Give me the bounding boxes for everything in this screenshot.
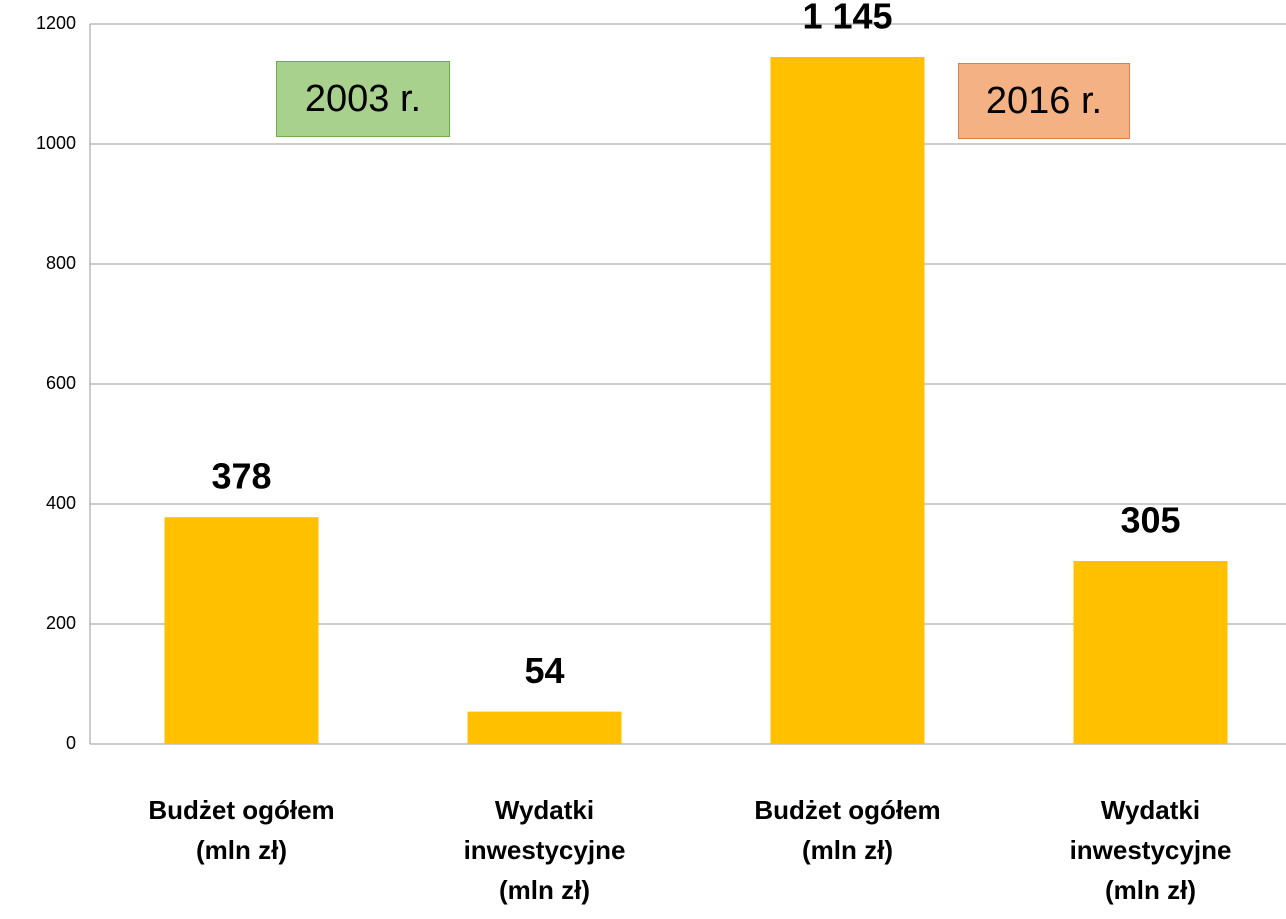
bar [467,711,622,744]
value-label: 378 [211,456,271,497]
annotation: 2003 r. [276,61,450,137]
bar [770,57,925,744]
x-tick-label: Budżet ogółem (mln zł) [754,795,941,865]
y-tick-label: 800 [46,253,76,273]
bar [164,517,319,744]
value-label: 1 145 [802,0,892,37]
annotation: 2016 r. [958,63,1130,139]
y-tick-label: 400 [46,493,76,513]
y-tick-label: 1200 [36,13,76,33]
bar [1073,561,1228,744]
x-tick-label: Wydatki inwestycyjne (mln zł) [1069,795,1232,905]
x-tick-label: Wydatki inwestycyjne (mln zł) [463,795,626,905]
y-tick-label: 1000 [36,133,76,153]
value-label: 54 [524,650,564,691]
y-tick-label: 0 [66,733,76,753]
y-tick-label: 600 [46,373,76,393]
y-tick-label: 200 [46,613,76,633]
value-label: 305 [1120,500,1180,541]
x-tick-label: Budżet ogółem (mln zł) [148,795,335,865]
